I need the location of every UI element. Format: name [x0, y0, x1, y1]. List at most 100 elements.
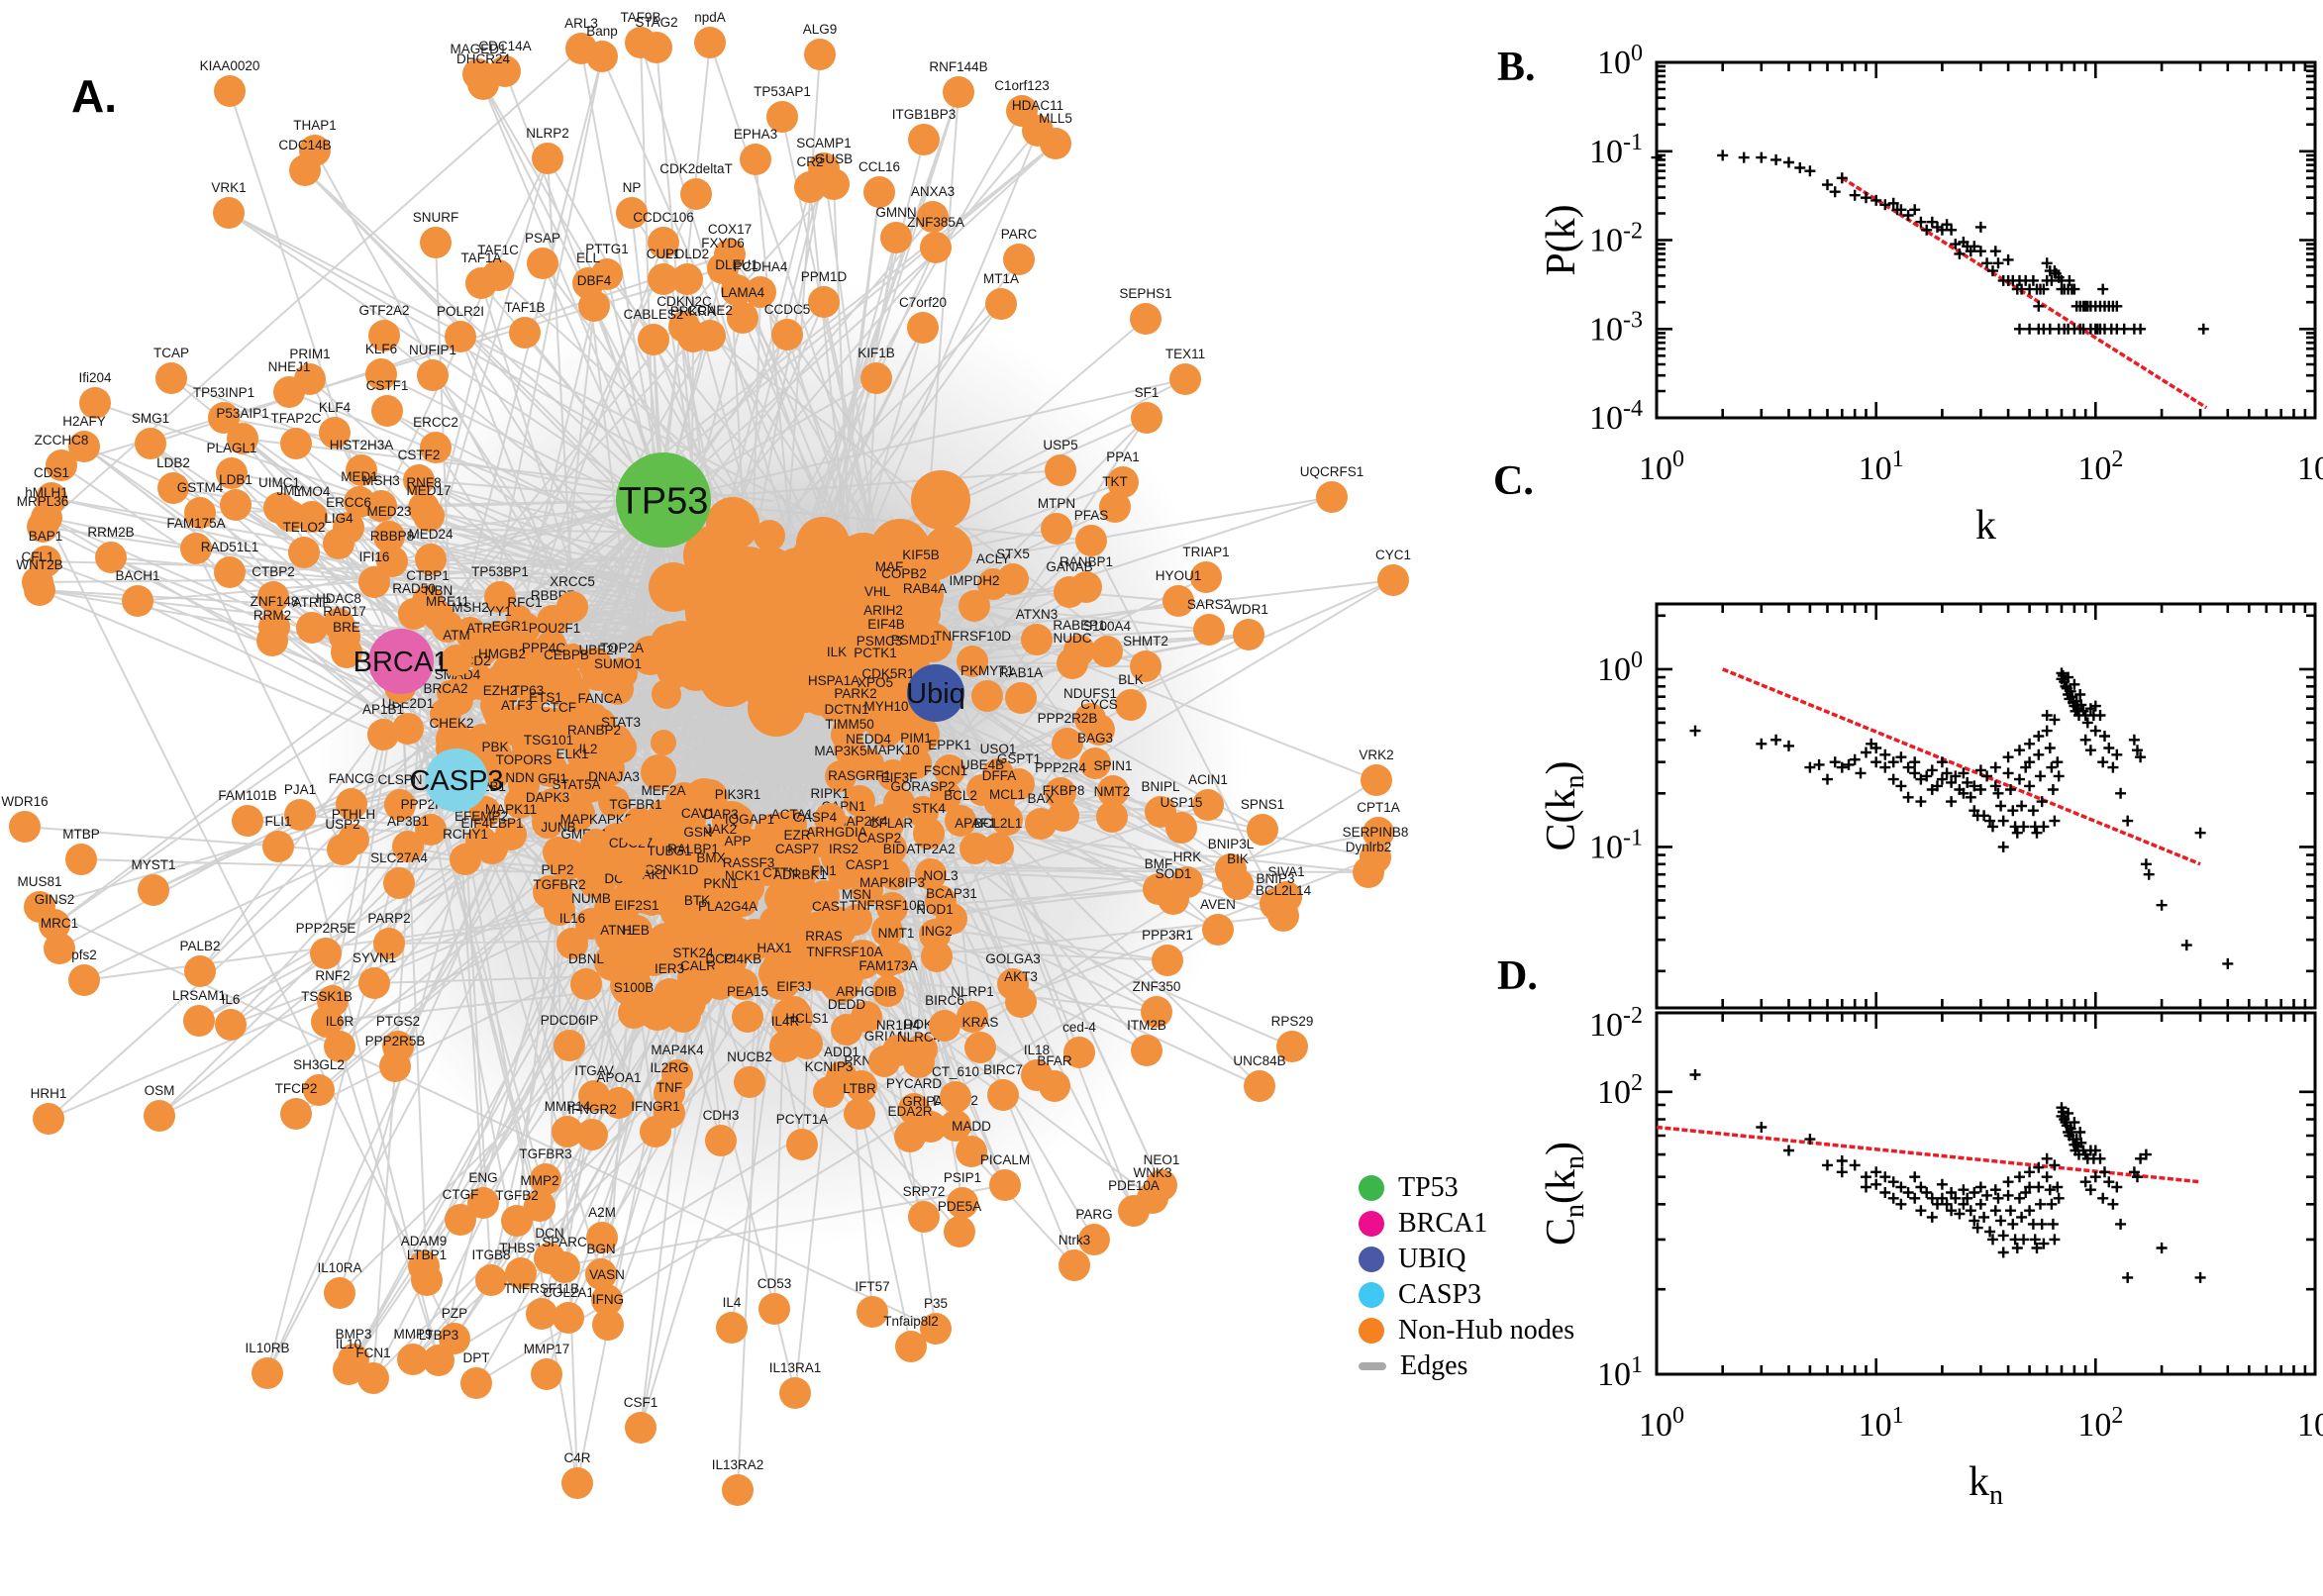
- network-node: [413, 500, 445, 532]
- network-node-label: SF1: [1135, 385, 1160, 400]
- network-node: [603, 1087, 635, 1119]
- network-node-label: S100B: [614, 980, 655, 995]
- axis-ticks: [1655, 604, 2317, 1008]
- network-node: [846, 1070, 877, 1102]
- network-node-label: PZP: [442, 1306, 467, 1321]
- network-node-label: TNFRSF10D: [934, 629, 1011, 644]
- network-fill-node: [902, 716, 940, 753]
- network-node: [997, 563, 1029, 595]
- network-node: [821, 661, 853, 693]
- axis-tick-label: 102: [1597, 1070, 1643, 1111]
- network-node-label: TAF1C: [477, 243, 519, 257]
- network-node-label: ETS1: [529, 690, 562, 705]
- network-node: [680, 178, 712, 210]
- network-node-label: POLR2I: [437, 304, 484, 319]
- network-node-label: LAMA4: [721, 285, 765, 300]
- network-node-label: RRM2: [253, 608, 291, 623]
- axis-tick-label: 10-2: [1589, 219, 1643, 259]
- network-node: [852, 874, 883, 906]
- network-node-label: FANCA: [577, 691, 622, 706]
- network-node-label: RIPK1: [810, 786, 849, 801]
- network-node: [460, 1367, 492, 1399]
- network-node: [1021, 624, 1053, 655]
- network-node-label: GFI1: [538, 771, 567, 786]
- network-fill-node: [843, 536, 874, 567]
- network-node-label: CSTF2: [398, 448, 441, 462]
- network-node-label: IFNGR1: [631, 1099, 680, 1114]
- network-node-label: KIF5B: [902, 548, 940, 562]
- network-node-label: CTCF: [541, 700, 576, 715]
- scatter-points: [1689, 1069, 2206, 1283]
- network-fill-node: [673, 790, 707, 824]
- legend-item-edges: Edges: [1359, 1350, 1574, 1381]
- network-node: [814, 803, 846, 835]
- network-node-label: BCAP31: [926, 886, 977, 901]
- network-node: [262, 831, 294, 862]
- network-node: [870, 716, 902, 748]
- network-node: [841, 904, 872, 936]
- network-node-label: TGFBR3: [519, 1147, 571, 1161]
- y-axis-label: P(k): [1539, 204, 1584, 275]
- network-node-label: UQCRFS1: [1300, 464, 1364, 479]
- network-node: [357, 1362, 389, 1394]
- network-node-label: PSAP: [525, 231, 560, 246]
- network-node: [1079, 748, 1111, 779]
- network-node: [987, 1079, 1019, 1111]
- network-node: [327, 834, 358, 865]
- network-node-label: ZNF148: [251, 594, 299, 609]
- network-node-label: PPP4C: [522, 641, 566, 655]
- network-node-label: ARHGDIB: [836, 984, 897, 999]
- network-node: [745, 276, 776, 308]
- network-node-label: AVEN: [1200, 897, 1236, 912]
- network-node: [982, 833, 1014, 864]
- network-node-label: MED24: [408, 527, 454, 542]
- network-node-label: TOP2A: [600, 641, 644, 655]
- casp3-swatch-icon: [1359, 1282, 1384, 1308]
- network-fill-node: [754, 520, 785, 551]
- network-node-label: IL4: [723, 1295, 742, 1310]
- axis-tick-label: 10-1: [1589, 825, 1643, 865]
- network-node: [1202, 914, 1234, 946]
- plot-panel-D: 102 101 100 101 102 103 Cn​(kn​) kn​: [1539, 1011, 2323, 1511]
- network-node: [944, 1216, 975, 1247]
- network-node-label: ITGB8: [471, 1247, 510, 1262]
- network-node-label: TAF1B: [504, 300, 545, 315]
- network-node-label: STAG2: [635, 15, 677, 30]
- axis-tick-label: 101: [1859, 1403, 1904, 1444]
- network-node: [920, 1313, 952, 1345]
- network-node-label: APOA1: [596, 1070, 641, 1085]
- network-node-label: PPP2R5B: [365, 1034, 426, 1048]
- network-node-label: PCTK1: [854, 646, 897, 660]
- network-node-label: Banp: [586, 24, 618, 39]
- network-node: [371, 395, 403, 427]
- network-node-label: npdA: [694, 10, 726, 25]
- network-node: [895, 1331, 927, 1362]
- network-node: [1193, 614, 1225, 646]
- network-node: [576, 1119, 608, 1150]
- network-node: [184, 955, 216, 987]
- network-node: [1107, 466, 1139, 498]
- network-node-label: CYCS: [1080, 697, 1118, 712]
- network-node-label: USO1: [980, 742, 1017, 756]
- network-node: [727, 968, 758, 1000]
- network-node: [1276, 1031, 1308, 1062]
- network-node-label: MED1: [341, 469, 378, 484]
- network-node-label: Ifi204: [78, 370, 112, 385]
- network-node-label: OSM: [145, 1083, 175, 1098]
- network-node: [280, 428, 312, 459]
- network-node-label: PARC: [1001, 227, 1038, 242]
- network-node-label: TGFBR1: [609, 797, 661, 812]
- network-node: [808, 880, 840, 912]
- network-node-label: LTBR: [843, 1081, 876, 1096]
- network-node-label: DLEU1: [715, 257, 758, 272]
- network-node: [1099, 491, 1131, 523]
- network-node-label: PALB2: [179, 939, 220, 953]
- network-node-label: RAD51L1: [201, 540, 259, 554]
- network-node-label: TAF9B: [620, 10, 660, 25]
- network-node-label: SRP72: [903, 1184, 946, 1199]
- scatter-points: [1689, 667, 2234, 969]
- network-node: [430, 698, 461, 730]
- network-node-label: HIST2H3A: [330, 438, 394, 452]
- network-node: [616, 197, 648, 229]
- network-node-label: PIK3R1: [715, 787, 761, 802]
